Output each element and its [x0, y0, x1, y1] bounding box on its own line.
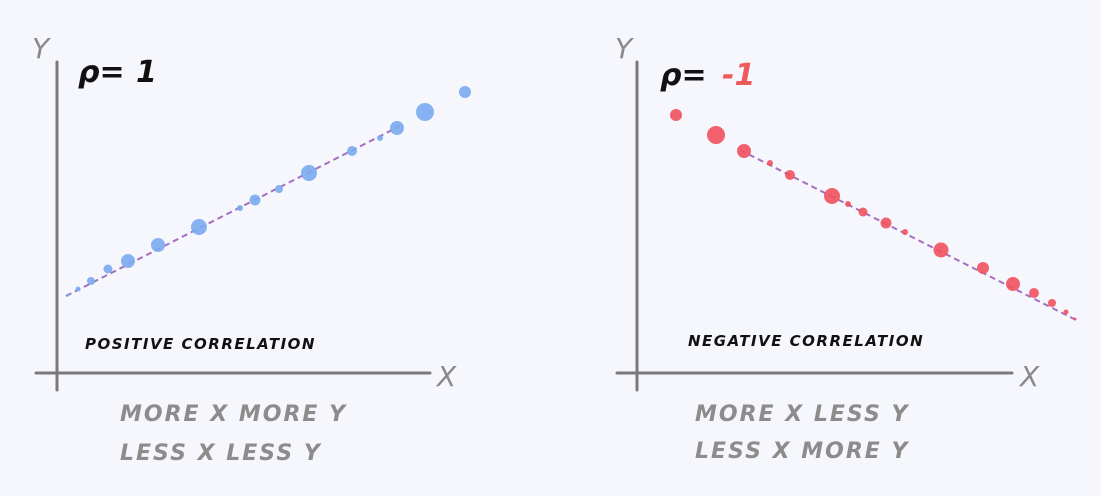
description: LESS X MORE Y [695, 439, 909, 464]
trend-line [739, 149, 1079, 322]
dot [933, 242, 949, 258]
rho-label: ρ= [660, 58, 707, 93]
positive-panel: Y X ρ= 1 POSITIVE CORRELATION MORE X MOR… [32, 32, 471, 466]
dot [377, 135, 383, 141]
description: MORE X LESS Y [695, 402, 909, 427]
dot [87, 277, 95, 285]
dot [767, 160, 773, 166]
correlation-label: NEGATIVE CORRELATION [688, 332, 924, 350]
dot [347, 146, 357, 156]
dot [707, 126, 725, 144]
dot [1048, 299, 1056, 307]
description: LESS X LESS Y [120, 441, 322, 466]
dot [858, 207, 868, 217]
dot [880, 217, 892, 229]
y-axis-label: Y [615, 32, 634, 65]
dot [459, 86, 471, 98]
dot [75, 286, 81, 292]
y-axis-label: Y [32, 32, 51, 65]
dot [249, 194, 261, 206]
dot [670, 109, 682, 121]
dot [1029, 288, 1039, 298]
rho-value: -1 [722, 58, 755, 93]
dot [737, 144, 751, 158]
dot [1073, 317, 1077, 321]
dot [301, 165, 317, 181]
rho-value: 1 [136, 55, 157, 90]
x-axis-label: X [1018, 360, 1040, 393]
dot [121, 254, 135, 268]
dots [66, 86, 471, 297]
dot [824, 188, 840, 204]
rho-label: ρ= [78, 55, 125, 90]
dot [785, 170, 795, 180]
dot [66, 293, 70, 297]
dot [390, 121, 404, 135]
dot [1006, 277, 1020, 291]
dot [103, 264, 113, 274]
dot [977, 262, 989, 274]
x-axis-label: X [435, 360, 457, 393]
dot [275, 185, 283, 193]
dot [237, 205, 243, 211]
description: MORE X MORE Y [120, 402, 347, 427]
dot [902, 229, 908, 235]
dot [416, 103, 434, 121]
dot [151, 238, 165, 252]
correlation-label: POSITIVE CORRELATION [85, 335, 316, 353]
negative-panel: Y X ρ= -1 NEGATIVE CORRELATION MORE X LE… [615, 32, 1079, 464]
dots [670, 109, 1077, 321]
dot [1063, 309, 1069, 315]
dot [191, 219, 207, 235]
dot [845, 201, 851, 207]
trend-line [65, 125, 401, 297]
